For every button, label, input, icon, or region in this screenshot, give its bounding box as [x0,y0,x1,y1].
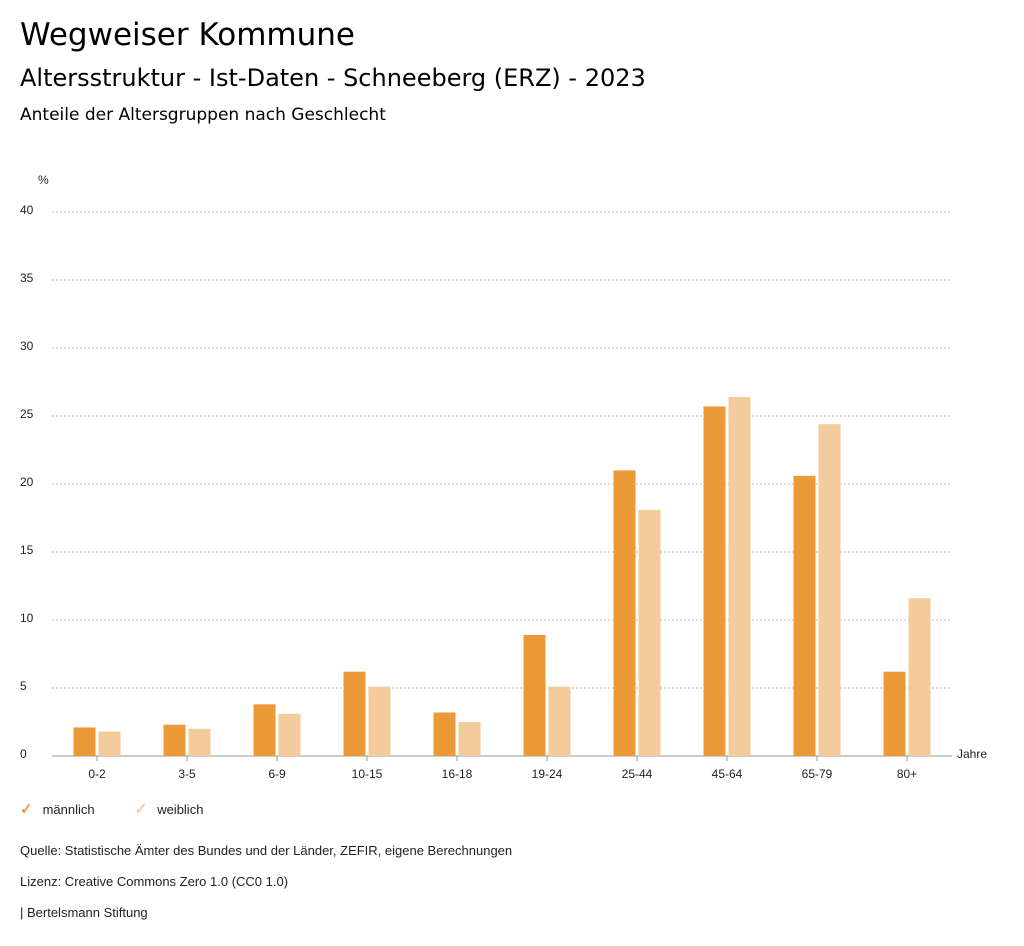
source-note: Quelle: Statistische Ämter des Bundes un… [20,843,513,858]
chart-subtitle: Anteile der Altersgruppen nach Geschlech… [20,105,386,125]
x-tick-label: 16-18 [442,767,473,781]
y-tick-label: 30 [20,339,34,353]
bar-female [728,396,751,756]
y-axis-unit: % [38,173,49,187]
x-tick-label: 10-15 [352,767,383,781]
grid-layer [52,211,952,761]
page-title: Wegweiser Kommune [20,17,355,53]
x-tick-label: 6-9 [268,767,286,781]
bar-male [523,634,546,756]
y-tick-label: 25 [20,407,34,421]
bars-layer [73,396,931,756]
bar-male [433,712,456,756]
y-tick-label: 10 [20,611,34,625]
bar-male [343,671,366,756]
bar-female [278,713,301,756]
bar-male [883,671,906,756]
bar-male [703,406,726,756]
bar-male [163,724,186,756]
license-note: Lizenz: Creative Commons Zero 1.0 (CC0 1… [20,874,289,889]
bar-female [458,722,481,756]
bar-male [73,727,96,756]
labels-layer: % 0 5 10 15 20 25 30 35 40 Jahre 0-2 3-5 6-9 10-15 16-1… [20,173,987,781]
bar-female [98,731,121,756]
bar-female [368,686,391,756]
publisher-note: | Bertelsmann Stiftung [20,905,148,920]
x-axis-unit: Jahre [957,747,987,761]
legend-label-male: männlich [42,802,95,817]
legend-item-female[interactable]: ✓ weiblich [135,802,204,817]
bar-male [793,475,816,756]
x-tick-label: 19-24 [532,767,563,781]
bar-female [548,686,571,756]
bar-female [638,509,661,756]
bar-male [613,470,636,756]
bar-female [818,424,841,756]
x-tick-label: 80+ [897,767,917,781]
y-tick-label: 5 [20,679,27,693]
x-tick-label: 65-79 [802,767,833,781]
chart-legend: ✓ männlich ✓ weiblich [20,802,203,817]
y-tick-label: 0 [20,747,27,761]
chart-title: Altersstruktur - Ist-Daten - Schneeberg … [20,64,646,92]
y-tick-label: 20 [20,475,34,489]
check-icon: ✓ [20,801,33,818]
y-tick-label: 35 [20,271,34,285]
check-icon: ✓ [134,801,148,818]
x-tick-label: 45-64 [712,767,743,781]
y-tick-label: 40 [20,203,34,217]
bar-female [908,598,931,756]
legend-item-male[interactable]: ✓ männlich [20,802,95,817]
bar-male [253,704,276,756]
x-tick-label: 0-2 [88,767,106,781]
bar-female [188,728,211,756]
x-tick-label: 25-44 [622,767,653,781]
bar-chart: % 0 5 10 15 20 25 30 35 40 Jahre 0-2 3-5 6-9 10-15 16-1… [20,173,987,781]
y-tick-label: 15 [20,543,34,557]
x-tick-label: 3-5 [178,767,196,781]
legend-label-female: weiblich [157,802,204,817]
